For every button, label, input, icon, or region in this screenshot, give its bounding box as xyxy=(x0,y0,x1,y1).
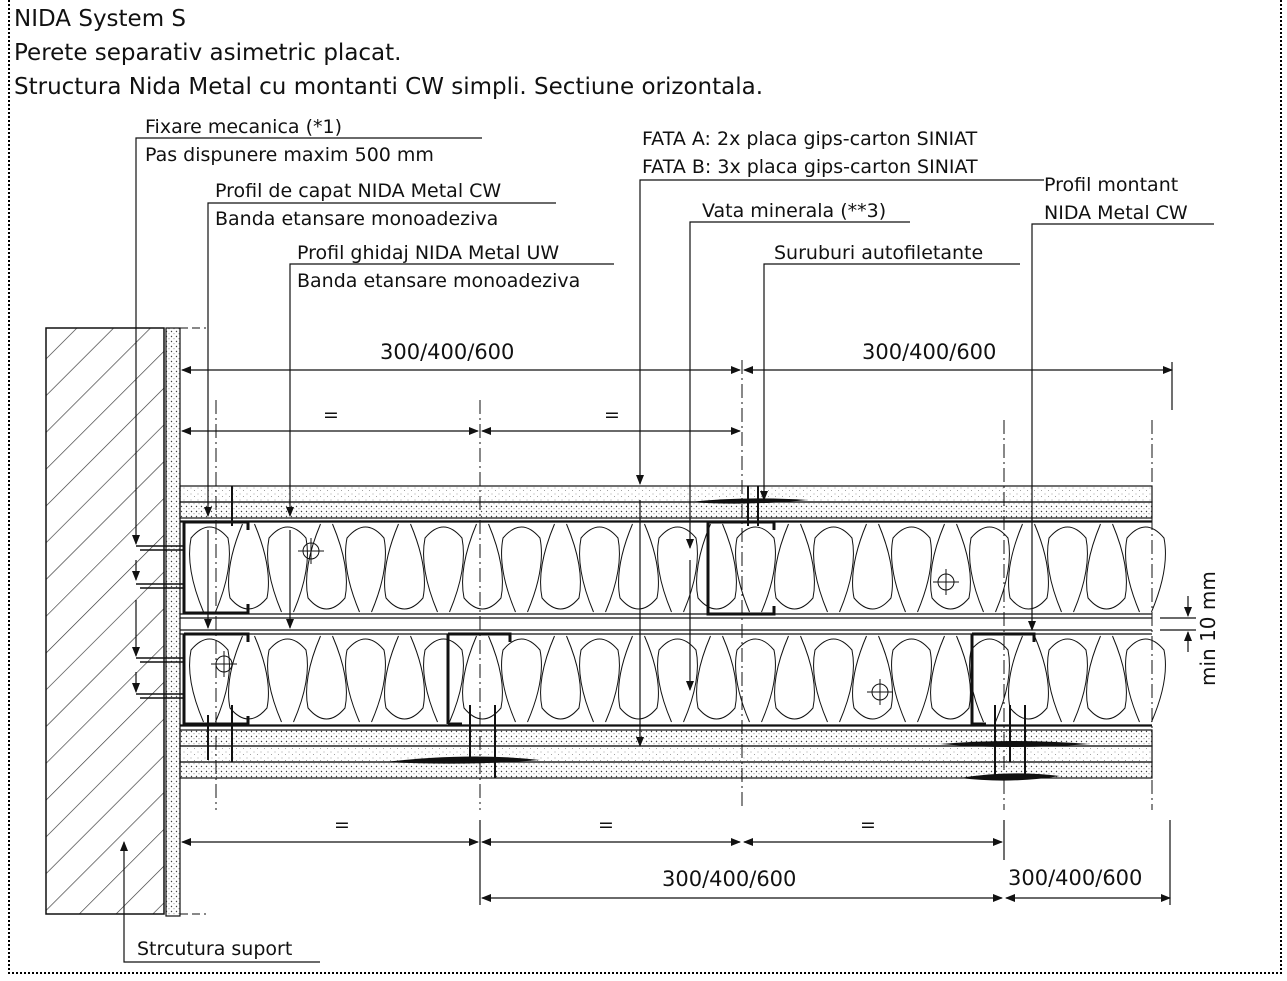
centre-markers xyxy=(211,538,959,705)
wool-lobe xyxy=(813,526,854,613)
wool-lobe xyxy=(306,635,347,720)
wool-lobe xyxy=(1008,523,1049,610)
wool-lobe xyxy=(930,635,971,720)
cavity-lines xyxy=(180,521,1152,726)
wool-lobe xyxy=(1047,526,1088,613)
wool-lobe xyxy=(540,635,581,720)
dim-equal-4: = xyxy=(598,814,614,836)
callout-fata-b: FATA B: 3x placa gips-carton SINIAT xyxy=(642,156,978,178)
support-structure xyxy=(45,327,206,917)
callout-capat-2: Banda etansare monoadeziva xyxy=(215,208,499,230)
face-b-boards xyxy=(179,725,1153,779)
wool-lobe xyxy=(1047,638,1088,723)
wool-lobe xyxy=(1086,523,1127,610)
wool-lobe xyxy=(618,635,659,720)
wool-lobe xyxy=(189,526,230,613)
wool-lobe xyxy=(306,523,347,610)
mineral-wool-lower xyxy=(189,635,1166,723)
face-a-boards xyxy=(179,485,1153,522)
dimension-lines xyxy=(181,362,1196,905)
dim-bottom-right: 300/400/600 xyxy=(1008,866,1143,890)
wool-lobe xyxy=(579,638,620,723)
dim-gap: min 10 mm xyxy=(1196,571,1220,686)
wool-lobe xyxy=(501,526,542,613)
wool-lobe xyxy=(462,523,503,610)
callout-ghidaj-1: Profil ghidaj NIDA Metal UW xyxy=(297,242,560,264)
wool-lobe xyxy=(696,635,737,720)
dim-equal-2: = xyxy=(604,404,620,426)
metal-profiles xyxy=(182,520,1036,726)
callout-ghidaj-2: Banda etansare monoadeziva xyxy=(297,270,581,292)
wool-lobe xyxy=(891,526,932,613)
wool-lobe xyxy=(1008,635,1049,720)
wool-lobe xyxy=(969,526,1010,613)
mineral-wool-upper xyxy=(189,523,1166,613)
wool-lobe xyxy=(189,638,230,723)
callout-fixare-1: Fixare mecanica (*1) xyxy=(145,116,342,138)
wool-lobe xyxy=(345,638,386,723)
wool-lobe xyxy=(618,523,659,610)
wool-lobe xyxy=(930,523,971,610)
wool-lobe xyxy=(891,638,932,723)
dim-top-right: 300/400/600 xyxy=(862,340,997,364)
title-line-2: Perete separativ asimetric placat. xyxy=(14,40,402,66)
wall-anchors xyxy=(136,545,184,699)
screws xyxy=(207,486,1026,778)
wool-lobe xyxy=(969,638,1010,723)
wool-lobe xyxy=(1125,526,1166,613)
wool-lobe xyxy=(657,638,698,723)
wool-lobe xyxy=(735,638,776,723)
callout-vata: Vata minerala (**3) xyxy=(702,200,887,222)
wool-lobe xyxy=(267,638,308,723)
wool-lobe xyxy=(774,523,815,610)
wool-lobe xyxy=(1086,635,1127,720)
leader-lines xyxy=(120,137,1214,963)
wool-lobe xyxy=(579,526,620,613)
callout-montant-1: Profil montant xyxy=(1044,174,1179,196)
dim-top-left: 300/400/600 xyxy=(380,340,515,364)
dim-equal-5: = xyxy=(860,814,876,836)
wool-lobe xyxy=(696,523,737,610)
wool-lobe xyxy=(345,526,386,613)
wool-lobe xyxy=(657,526,698,613)
dim-bottom-mid: 300/400/600 xyxy=(662,867,797,891)
drawing-frame xyxy=(8,0,1282,974)
wool-lobe xyxy=(852,635,893,720)
wool-lobe xyxy=(735,526,776,613)
wool-lobe xyxy=(423,638,464,723)
wool-lobe xyxy=(813,638,854,723)
callout-suruburi: Suruburi autofiletante xyxy=(774,242,984,264)
wool-lobe xyxy=(1125,638,1166,723)
axis-lines xyxy=(215,360,1153,810)
wool-lobe xyxy=(462,635,503,720)
wool-lobe xyxy=(384,523,425,610)
wool-lobe xyxy=(852,523,893,610)
joint-filler xyxy=(385,498,1090,781)
wool-lobe xyxy=(228,635,269,720)
callout-fixare-2: Pas dispunere maxim 500 mm xyxy=(145,144,434,166)
callout-fata-a: FATA A: 2x placa gips-carton SINIAT xyxy=(642,128,978,150)
dim-equal-1: = xyxy=(323,404,339,426)
wool-lobe xyxy=(540,523,581,610)
title-line-3: Structura Nida Metal cu montanti CW simp… xyxy=(14,74,764,100)
wool-lobe xyxy=(501,638,542,723)
dim-equal-3: = xyxy=(334,814,350,836)
wool-lobe xyxy=(774,635,815,720)
callout-structura: Strcutura suport xyxy=(137,938,293,960)
callout-montant-2: NIDA Metal CW xyxy=(1044,202,1188,224)
title-line-1: NIDA System S xyxy=(14,6,187,32)
callout-capat-1: Profil de capat NIDA Metal CW xyxy=(215,180,502,202)
wool-lobe xyxy=(423,526,464,613)
wool-lobe xyxy=(267,526,308,613)
wool-lobe xyxy=(228,523,269,610)
wool-lobe xyxy=(384,635,425,720)
